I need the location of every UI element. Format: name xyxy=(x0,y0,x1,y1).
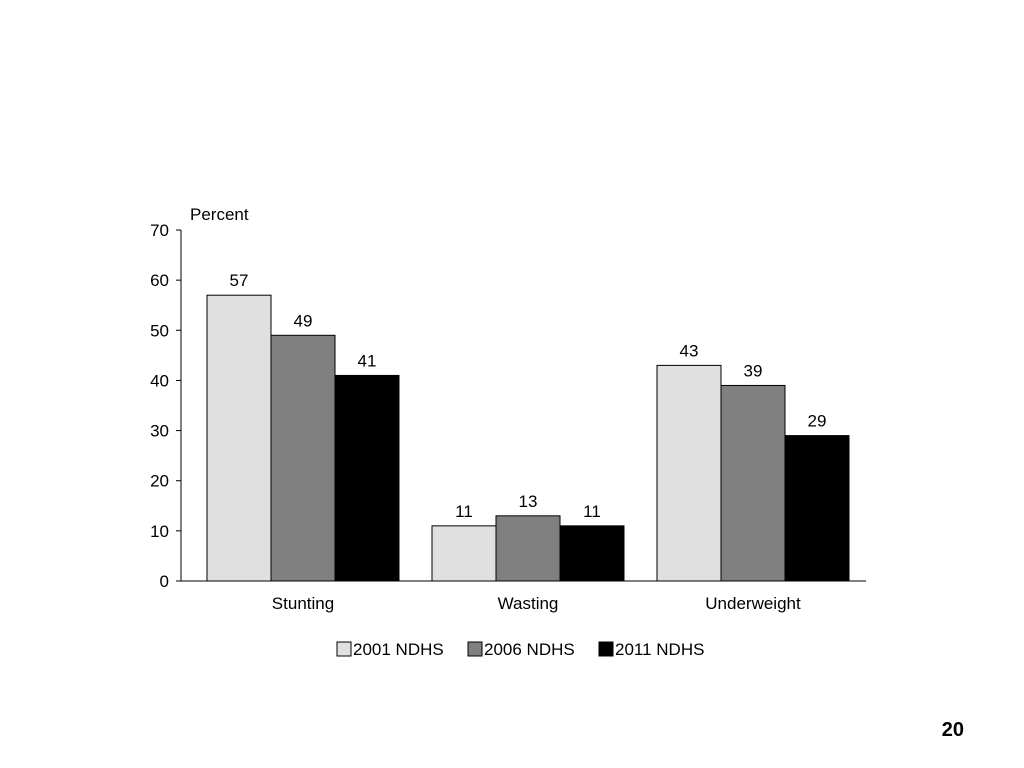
data-label: 57 xyxy=(230,271,249,290)
y-tick-label: 70 xyxy=(150,221,169,240)
data-label: 49 xyxy=(294,311,313,330)
y-tick-label: 30 xyxy=(150,422,169,441)
data-label: 43 xyxy=(680,341,699,360)
legend-label: 2006 NDHS xyxy=(484,640,575,659)
bar xyxy=(559,525,625,582)
x-tick-label: Wasting xyxy=(498,594,559,613)
y-tick-label: 40 xyxy=(150,371,169,390)
bar xyxy=(206,294,272,582)
legend-swatch xyxy=(467,641,483,657)
y-tick-label: 0 xyxy=(160,572,169,591)
data-label: 11 xyxy=(583,502,601,521)
bar xyxy=(334,374,400,582)
x-tick-label: Stunting xyxy=(272,594,334,613)
data-label: 39 xyxy=(744,361,763,380)
y-tick-label: 50 xyxy=(150,321,169,340)
y-tick-label: 10 xyxy=(150,522,169,541)
data-label: 11 xyxy=(455,502,473,521)
y-axis-title: Percent xyxy=(190,205,249,224)
data-label: 41 xyxy=(358,351,377,370)
bar xyxy=(656,364,722,582)
y-tick-label: 60 xyxy=(150,271,169,290)
legend-swatch xyxy=(336,641,352,657)
x-tick-label: Underweight xyxy=(705,594,801,613)
bar xyxy=(495,515,561,582)
bar xyxy=(431,525,497,582)
legend-label: 2011 NDHS xyxy=(615,640,704,659)
page-number: 20 xyxy=(941,719,964,741)
bar xyxy=(720,384,786,582)
legend-label: 2001 NDHS xyxy=(353,640,444,659)
legend-swatch xyxy=(598,641,614,657)
data-label: 29 xyxy=(808,412,827,431)
bar xyxy=(270,334,336,582)
bar xyxy=(784,435,850,582)
y-tick-label: 20 xyxy=(150,472,169,491)
data-label: 13 xyxy=(519,492,538,511)
